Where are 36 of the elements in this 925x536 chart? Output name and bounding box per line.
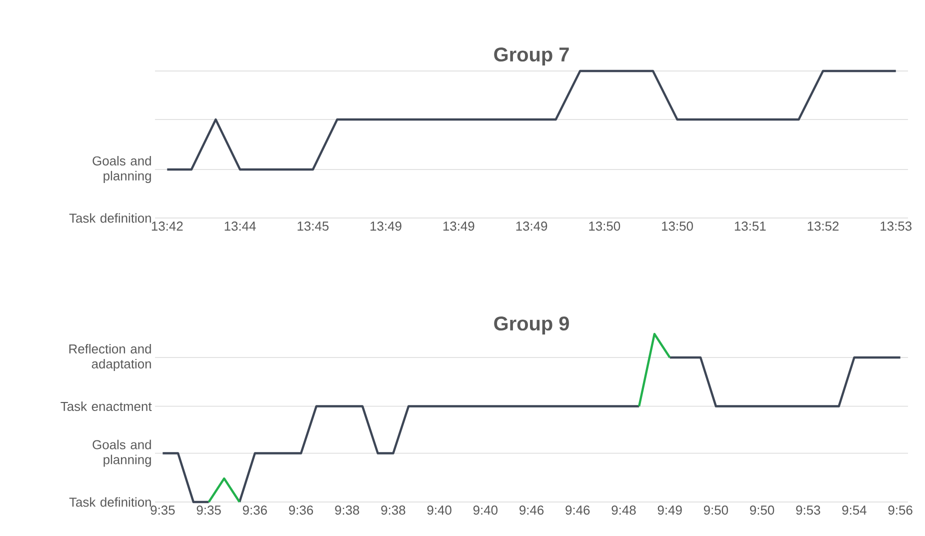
x-tick-label: 9:56 bbox=[888, 506, 912, 515]
x-tick-label: 9:50 bbox=[704, 506, 728, 515]
ref-line-label: Goals and planning bbox=[92, 156, 151, 183]
x-tick-label: 9:50 bbox=[750, 506, 774, 515]
x-tick-label: 13:49 bbox=[370, 222, 402, 231]
x-tick-label: 9:48 bbox=[612, 506, 636, 515]
x-tick-label: 13:44 bbox=[224, 222, 256, 231]
x-tick-label: 13:49 bbox=[516, 222, 548, 231]
x-tick-label: 9:46 bbox=[520, 506, 544, 515]
x-tick-label: 9:46 bbox=[566, 506, 590, 515]
ref-line-label: Task definition bbox=[69, 213, 151, 223]
x-tick-label: 13:50 bbox=[662, 222, 693, 231]
x-tick-label: 9:38 bbox=[381, 506, 406, 515]
x-tick-label: 9:49 bbox=[658, 506, 682, 515]
ref-line-label: Task enactment bbox=[60, 401, 152, 411]
chart-title: Group 7 bbox=[494, 47, 569, 66]
x-tick-label: 9:40 bbox=[427, 506, 452, 515]
ref-line-label: Task definition bbox=[69, 497, 151, 507]
x-tick-label: 13:42 bbox=[152, 222, 183, 231]
ref-line-label: Goals and planning bbox=[92, 440, 151, 467]
x-tick-label: 13:49 bbox=[443, 222, 474, 231]
x-tick-label: 13:45 bbox=[298, 222, 329, 231]
x-tick-label: 9:54 bbox=[842, 506, 866, 515]
x-tick-label: 13:51 bbox=[734, 222, 766, 231]
x-tick-label: 13:53 bbox=[880, 222, 912, 231]
chart-title: Group 9 bbox=[494, 316, 569, 335]
x-tick-label: 9:35 bbox=[150, 506, 175, 515]
x-tick-label: 9:38 bbox=[335, 506, 360, 515]
x-tick-label: 9:36 bbox=[242, 506, 267, 515]
x-tick-label: 9:53 bbox=[796, 506, 820, 515]
ref-line-label: Reflection and adaptation bbox=[69, 344, 151, 372]
x-tick-label: 13:52 bbox=[808, 222, 839, 231]
x-tick-label: 13:50 bbox=[589, 222, 620, 231]
x-tick-label: 9:35 bbox=[196, 506, 221, 515]
x-tick-label: 9:36 bbox=[288, 506, 314, 515]
x-tick-label: 9:40 bbox=[473, 506, 498, 515]
